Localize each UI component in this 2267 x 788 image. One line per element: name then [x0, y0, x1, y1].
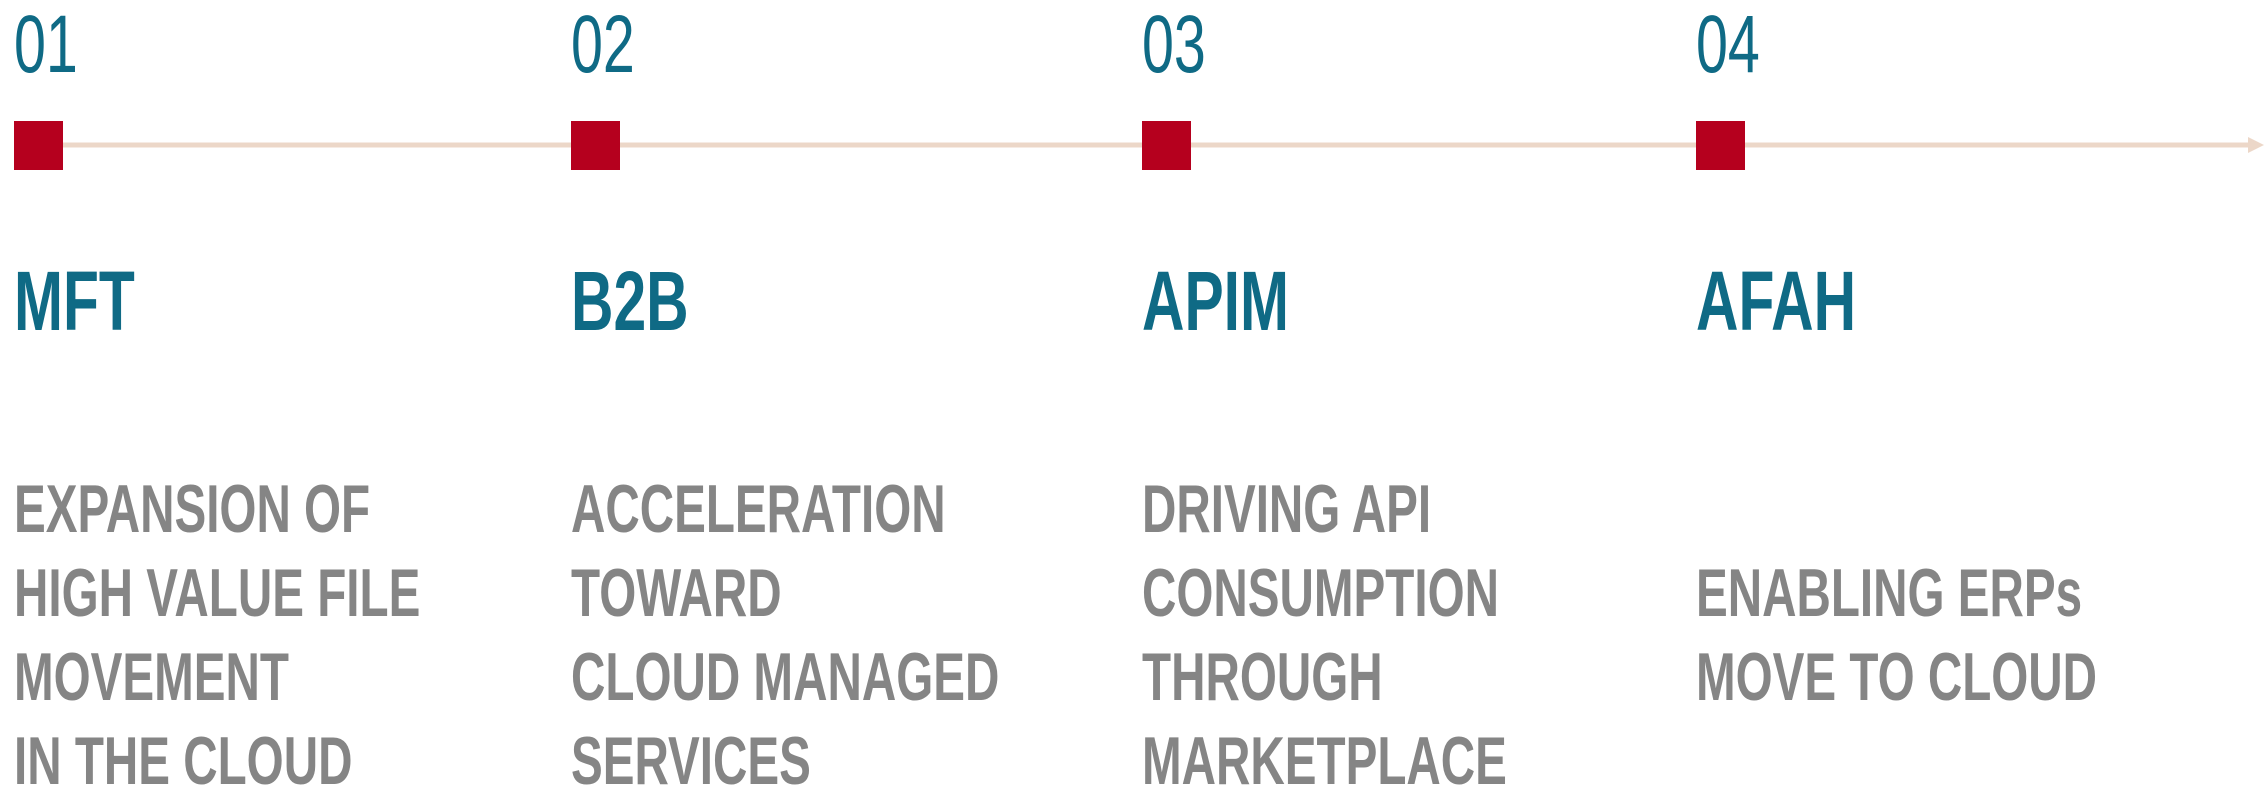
- item-description-line: MARKETPLACE: [1142, 724, 1507, 788]
- milestone-marker: [1696, 121, 1745, 170]
- milestone-marker: [14, 121, 63, 170]
- item-description-line: CONSUMPTION: [1142, 556, 1499, 631]
- item-description-line: SERVICES: [571, 724, 811, 788]
- item-title: B2B: [571, 255, 689, 349]
- item-number: 04: [1696, 0, 1760, 89]
- item-description-line: TOWARD: [571, 556, 782, 631]
- item-description-line: IN THE CLOUD: [14, 724, 352, 788]
- item-description-line: THROUGH: [1142, 640, 1383, 715]
- item-number: 01: [14, 0, 78, 89]
- milestone-marker: [1142, 121, 1191, 170]
- item-title: MFT: [14, 255, 135, 349]
- timeline-item: 01 MFT EXPANSION OF HIGH VALUE FILE MOVEMENT…: [14, 0, 420, 788]
- item-description-line: HIGH VALUE FILE: [14, 556, 420, 631]
- timeline-item: 02 B2B ACCELERATION TOWARD CLOUD MANAGED SERV…: [571, 0, 999, 788]
- item-title: APIM: [1142, 255, 1289, 349]
- item-description-line: EXPANSION OF: [14, 472, 370, 547]
- item-description-line: DRIVING API: [1142, 472, 1431, 547]
- item-number: 02: [571, 0, 635, 89]
- item-number: 03: [1142, 0, 1206, 89]
- item-description-line: MOVEMENT: [14, 640, 289, 715]
- item-description-line: MOVE TO CLOUD: [1696, 640, 2097, 715]
- item-description-line: ACCELERATION: [571, 472, 946, 547]
- milestone-marker: [571, 121, 620, 170]
- timeline-item: 04 AFAH ENABLING ERPs MOVE TO CLOUD: [1696, 0, 2097, 715]
- item-description-line: CLOUD MANAGED: [571, 640, 999, 715]
- item-description-line: ENABLING ERPs: [1696, 556, 2082, 631]
- timeline-item: 03 APIM DRIVING API CONSUMPTION THROUGH MARKE…: [1142, 0, 1507, 788]
- item-title: AFAH: [1696, 255, 1856, 349]
- timeline-arrow: [2248, 137, 2264, 153]
